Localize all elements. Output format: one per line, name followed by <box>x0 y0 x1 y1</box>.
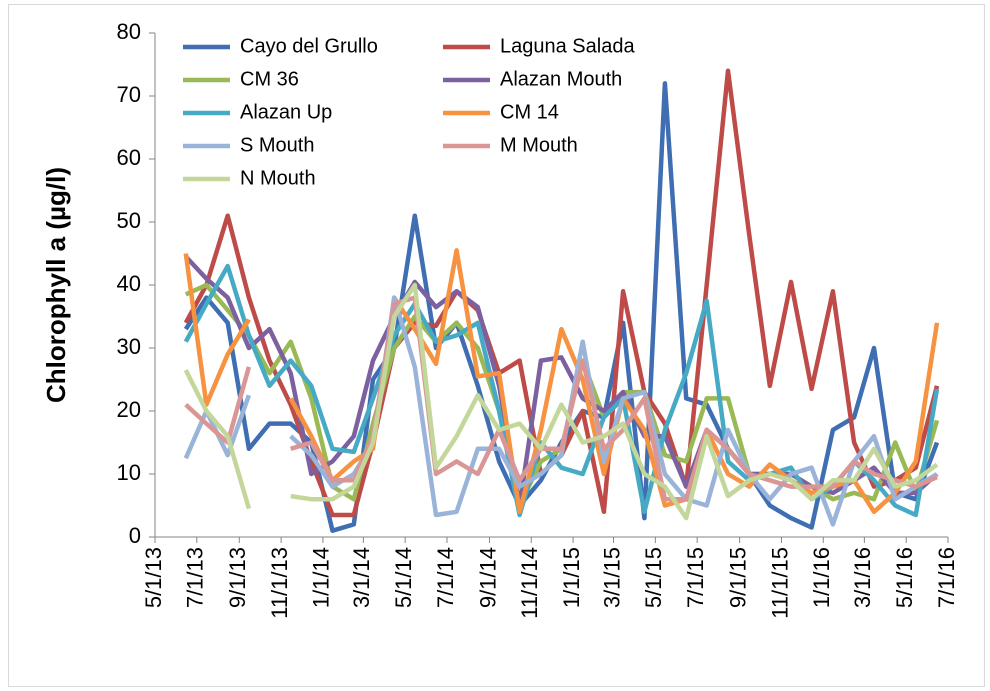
y-axis-label: Chlorophyll a (µg/l) <box>41 167 71 403</box>
x-tick-label: 3/1/16 <box>850 547 875 608</box>
legend-label: Laguna Salada <box>500 35 635 57</box>
x-tick-label: 9/1/13 <box>225 547 250 608</box>
x-tick-label: 11/1/15 <box>767 547 792 619</box>
x-tick-label: 5/1/14 <box>391 547 416 608</box>
legend-label: N Mouth <box>240 167 316 189</box>
x-tick-label: 7/1/15 <box>683 547 708 608</box>
y-tick-label: 50 <box>117 208 141 233</box>
series-line <box>184 366 252 445</box>
legend-label: S Mouth <box>240 134 314 156</box>
x-tick-label: 1/1/16 <box>809 547 834 608</box>
x-tick-label: 11/1/14 <box>517 547 542 619</box>
x-tick-label: 1/1/15 <box>559 547 584 608</box>
x-tick-label: 5/1/15 <box>641 547 666 608</box>
x-tick-label: 7/1/16 <box>934 547 959 608</box>
series-line <box>290 295 938 502</box>
y-tick-label: 40 <box>117 271 141 296</box>
y-tick-label: 0 <box>129 523 141 548</box>
x-tick-label: 7/1/13 <box>183 547 208 608</box>
y-tick-label: 20 <box>117 397 141 422</box>
y-tick-label: 60 <box>117 145 141 170</box>
x-tick-label: 7/1/14 <box>433 547 458 608</box>
x-tick-label: 9/1/14 <box>475 547 500 608</box>
legend-label: Alazan Up <box>240 101 332 123</box>
y-tick-label: 10 <box>117 460 141 485</box>
x-tick-label: 3/1/14 <box>349 547 374 608</box>
legend-label: Alazan Mouth <box>500 68 622 90</box>
x-tick-label: 5/1/13 <box>141 547 166 608</box>
series-line <box>290 282 939 521</box>
x-tick-label: 1/1/14 <box>309 547 334 608</box>
y-tick-label: 30 <box>117 334 141 359</box>
series-line <box>183 369 252 510</box>
y-tick-label: 80 <box>117 19 141 44</box>
x-tick-label: 11/1/13 <box>267 547 292 619</box>
x-tick-label: 9/1/15 <box>725 547 750 608</box>
x-tick-label: 5/1/16 <box>892 547 917 608</box>
x-tick-label: 3/1/15 <box>599 547 624 608</box>
legend-label: Cayo del Grullo <box>240 35 378 57</box>
legend-label: CM 14 <box>500 101 559 123</box>
legend-label: CM 36 <box>240 68 299 90</box>
y-tick-label: 70 <box>117 82 141 107</box>
legend-label: M Mouth <box>500 134 578 156</box>
series-line <box>183 253 251 407</box>
